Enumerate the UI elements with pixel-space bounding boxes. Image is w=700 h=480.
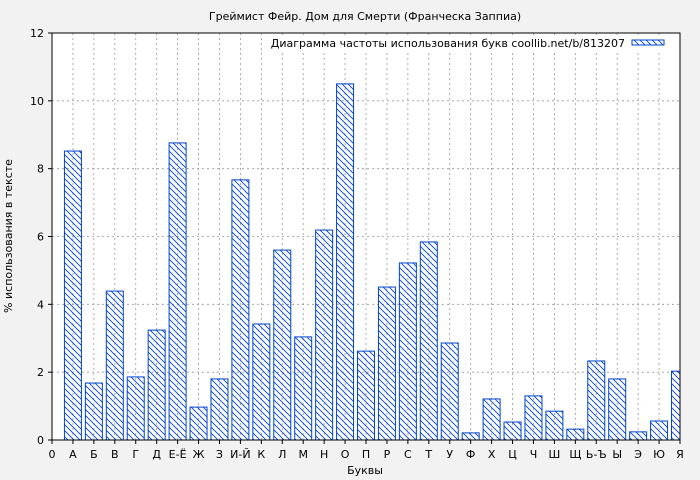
bars (63, 83, 680, 440)
bar-Н (315, 229, 334, 440)
x-tick-label: Е-Ё (169, 448, 187, 461)
bar-Д (147, 329, 166, 440)
x-tick-label: Б (90, 448, 98, 461)
bar-Я (671, 370, 680, 440)
bar-Э (629, 431, 648, 440)
bar-Г (126, 376, 145, 440)
bar-И-Й (231, 179, 250, 440)
bar-Ь-Ъ (587, 360, 606, 440)
x-tick-label: Ь-Ъ (586, 448, 607, 461)
bar-Х (482, 398, 501, 440)
legend-swatch (631, 39, 665, 46)
x-tick-label: П (362, 448, 370, 461)
x-tick-label: Ю (653, 448, 665, 461)
x-tick-label: В (111, 448, 119, 461)
x-tick-label: Ш (549, 448, 561, 461)
x-tick-label: С (404, 448, 412, 461)
x-tick-label: Ф (466, 448, 475, 461)
y-axis-label: % использования в тексте (2, 159, 15, 313)
y-tick-label: 12 (30, 27, 44, 40)
legend-label: Диаграмма частоты использования букв coo… (271, 37, 625, 50)
legend: Диаграмма частоты использования букв coo… (270, 36, 678, 50)
x-tick-label: Я (676, 448, 684, 461)
y-tick-label: 8 (37, 163, 44, 176)
y-axis: 0 2 4 6 8 10 12 (30, 27, 52, 447)
x-tick-label: И-Й (230, 448, 250, 461)
x-tick-label: Г (132, 448, 139, 461)
bar-Ц (503, 421, 522, 440)
bar-Б (84, 382, 103, 440)
x-tick-label: У (446, 448, 453, 461)
chart-title: Греймист Фейр. Дом для Смерти (Франческа… (209, 10, 521, 23)
x-tick-label: З (216, 448, 223, 461)
x-tick-label: М (298, 448, 308, 461)
x-tick-label: О (341, 448, 350, 461)
bar-Ч (524, 395, 543, 440)
bar-К (252, 323, 271, 440)
x-tick-label: Т (424, 448, 432, 461)
bar-А (63, 150, 82, 440)
x-axis-label: Буквы (347, 464, 383, 477)
x-tick-label: Л (278, 448, 286, 461)
y-tick-label: 6 (37, 231, 44, 244)
y-tick-label: 0 (37, 434, 44, 447)
x-tick-label: Ц (508, 448, 517, 461)
bar-Ш (545, 410, 564, 440)
bar-У (440, 342, 459, 440)
y-tick-label: 2 (37, 366, 44, 379)
x-tick-label: 0 (49, 448, 56, 461)
x-tick-label: Н (320, 448, 328, 461)
x-tick-label: Р (384, 448, 391, 461)
bar-Ж (189, 406, 208, 440)
bar-Е-Ё (168, 142, 187, 440)
bar-Ы (608, 378, 627, 440)
x-axis: 0 А Б В Г Д Е-Ё Ж З И-Й К Л М Н О П Р С Т У Ф Х Ц Ч Ш Щ Ь-Ъ Ы Э Ю Я (49, 440, 684, 461)
bar-В (105, 290, 124, 440)
bar-Т (419, 241, 438, 440)
bar-Р (377, 286, 396, 440)
bar-Л (273, 249, 292, 440)
x-tick-label: К (257, 448, 265, 461)
y-tick-label: 4 (37, 298, 44, 311)
bar-З (210, 378, 229, 440)
bar-Ф (461, 432, 480, 440)
x-tick-label: Щ (569, 448, 581, 461)
x-tick-label: Ы (612, 448, 622, 461)
bar-М (294, 336, 313, 440)
bar-С (398, 262, 417, 440)
x-tick-label: Ч (530, 448, 538, 461)
bar-Щ (566, 428, 585, 440)
x-tick-label: Э (634, 448, 642, 461)
bar-О (336, 83, 355, 440)
bar-Ю (650, 420, 669, 440)
bar-П (357, 350, 375, 440)
x-tick-label: Ж (193, 448, 205, 461)
x-tick-label: Х (488, 448, 496, 461)
x-tick-label: А (69, 448, 77, 461)
x-tick-label: Д (152, 448, 161, 461)
y-tick-label: 10 (30, 95, 44, 108)
